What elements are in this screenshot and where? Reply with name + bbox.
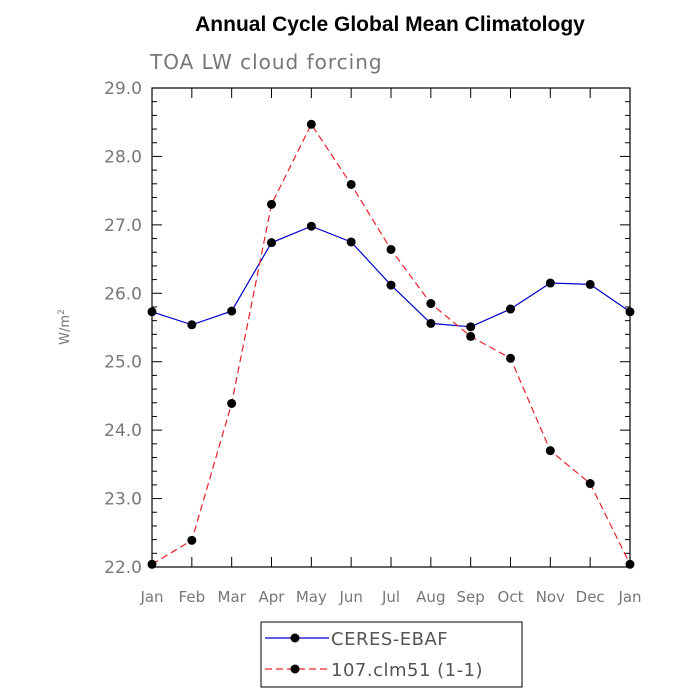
y-tick-label: 22.0 <box>104 558 142 578</box>
y-tick-label: 28.0 <box>104 147 142 167</box>
y-tick-label: 26.0 <box>104 284 142 304</box>
series-1-point <box>346 179 356 189</box>
chart-title: Annual Cycle Global Mean Climatology <box>195 13 585 36</box>
series-1-point <box>227 398 237 408</box>
x-tick-label: Nov <box>536 588 565 606</box>
series-1-point <box>625 559 635 569</box>
series-0-point <box>306 221 316 231</box>
x-tick-label: Jan <box>617 588 641 606</box>
series-1-point <box>585 479 595 489</box>
x-tick-label: Jun <box>338 588 362 606</box>
series-line-0 <box>151 225 631 328</box>
x-tick-label: Apr <box>259 588 286 606</box>
series-0-point <box>585 279 595 289</box>
x-tick-label: Aug <box>416 588 445 606</box>
series-0-point <box>346 237 356 247</box>
series-0-point <box>545 278 555 288</box>
x-tick-label: Dec <box>576 588 605 606</box>
y-axis-label-text: W/m <box>58 315 73 345</box>
legend-marker-1 <box>290 664 300 674</box>
x-tick-label: May <box>296 588 327 606</box>
series-1-point <box>466 331 476 341</box>
x-tick-label: Jan <box>139 588 163 606</box>
legend-marker-0 <box>290 633 300 643</box>
y-axis-label: W/m2 <box>57 309 73 345</box>
x-tick-label: Jul <box>381 588 400 606</box>
series-1-point <box>306 119 316 129</box>
series-0-point <box>227 306 237 316</box>
series-1-point <box>545 446 555 456</box>
x-tick-label: Feb <box>179 588 206 606</box>
x-tick-label: Oct <box>498 588 524 606</box>
legend-box <box>260 621 523 688</box>
y-tick-label: 27.0 <box>104 216 142 236</box>
series-0-point <box>625 307 635 317</box>
series-1-point <box>187 535 197 545</box>
series-0-point <box>386 280 396 290</box>
series-1-point <box>426 299 436 309</box>
series-0-point <box>426 318 436 328</box>
plot-area: 22.0 23.0 24.0 25.0 26.0 27.0 28.0 29.0 Jan Feb Ma… <box>104 79 641 606</box>
series-line-1 <box>151 123 631 565</box>
series-1-point <box>506 353 515 363</box>
chart-subtitle: TOA LW cloud forcing <box>149 50 383 74</box>
y-tick-label: 24.0 <box>104 421 142 441</box>
series-1-point <box>386 244 396 254</box>
series-0-point <box>466 322 476 332</box>
legend-label-1: 107.clm51 (1-1) <box>331 660 483 681</box>
series-0-point <box>506 304 515 314</box>
y-axis-label-superscript: 2 <box>57 309 67 315</box>
y-tick-label: 29.0 <box>104 79 142 99</box>
series-0-point <box>187 320 197 330</box>
x-tick-label: Mar <box>218 588 247 606</box>
legend-label-0: CERES-EBAF <box>331 629 448 650</box>
plot-frame <box>151 87 631 568</box>
series-1-point <box>147 559 157 569</box>
x-tick-label: Sep <box>457 588 485 606</box>
legend: CERES-EBAF 107.clm51 (1-1) <box>260 621 523 688</box>
y-tick-label: 25.0 <box>104 353 142 373</box>
y-tick-label: 23.0 <box>104 490 142 510</box>
series-1-point <box>267 199 276 209</box>
series-0-point <box>147 307 157 317</box>
series-0-point <box>267 238 276 248</box>
